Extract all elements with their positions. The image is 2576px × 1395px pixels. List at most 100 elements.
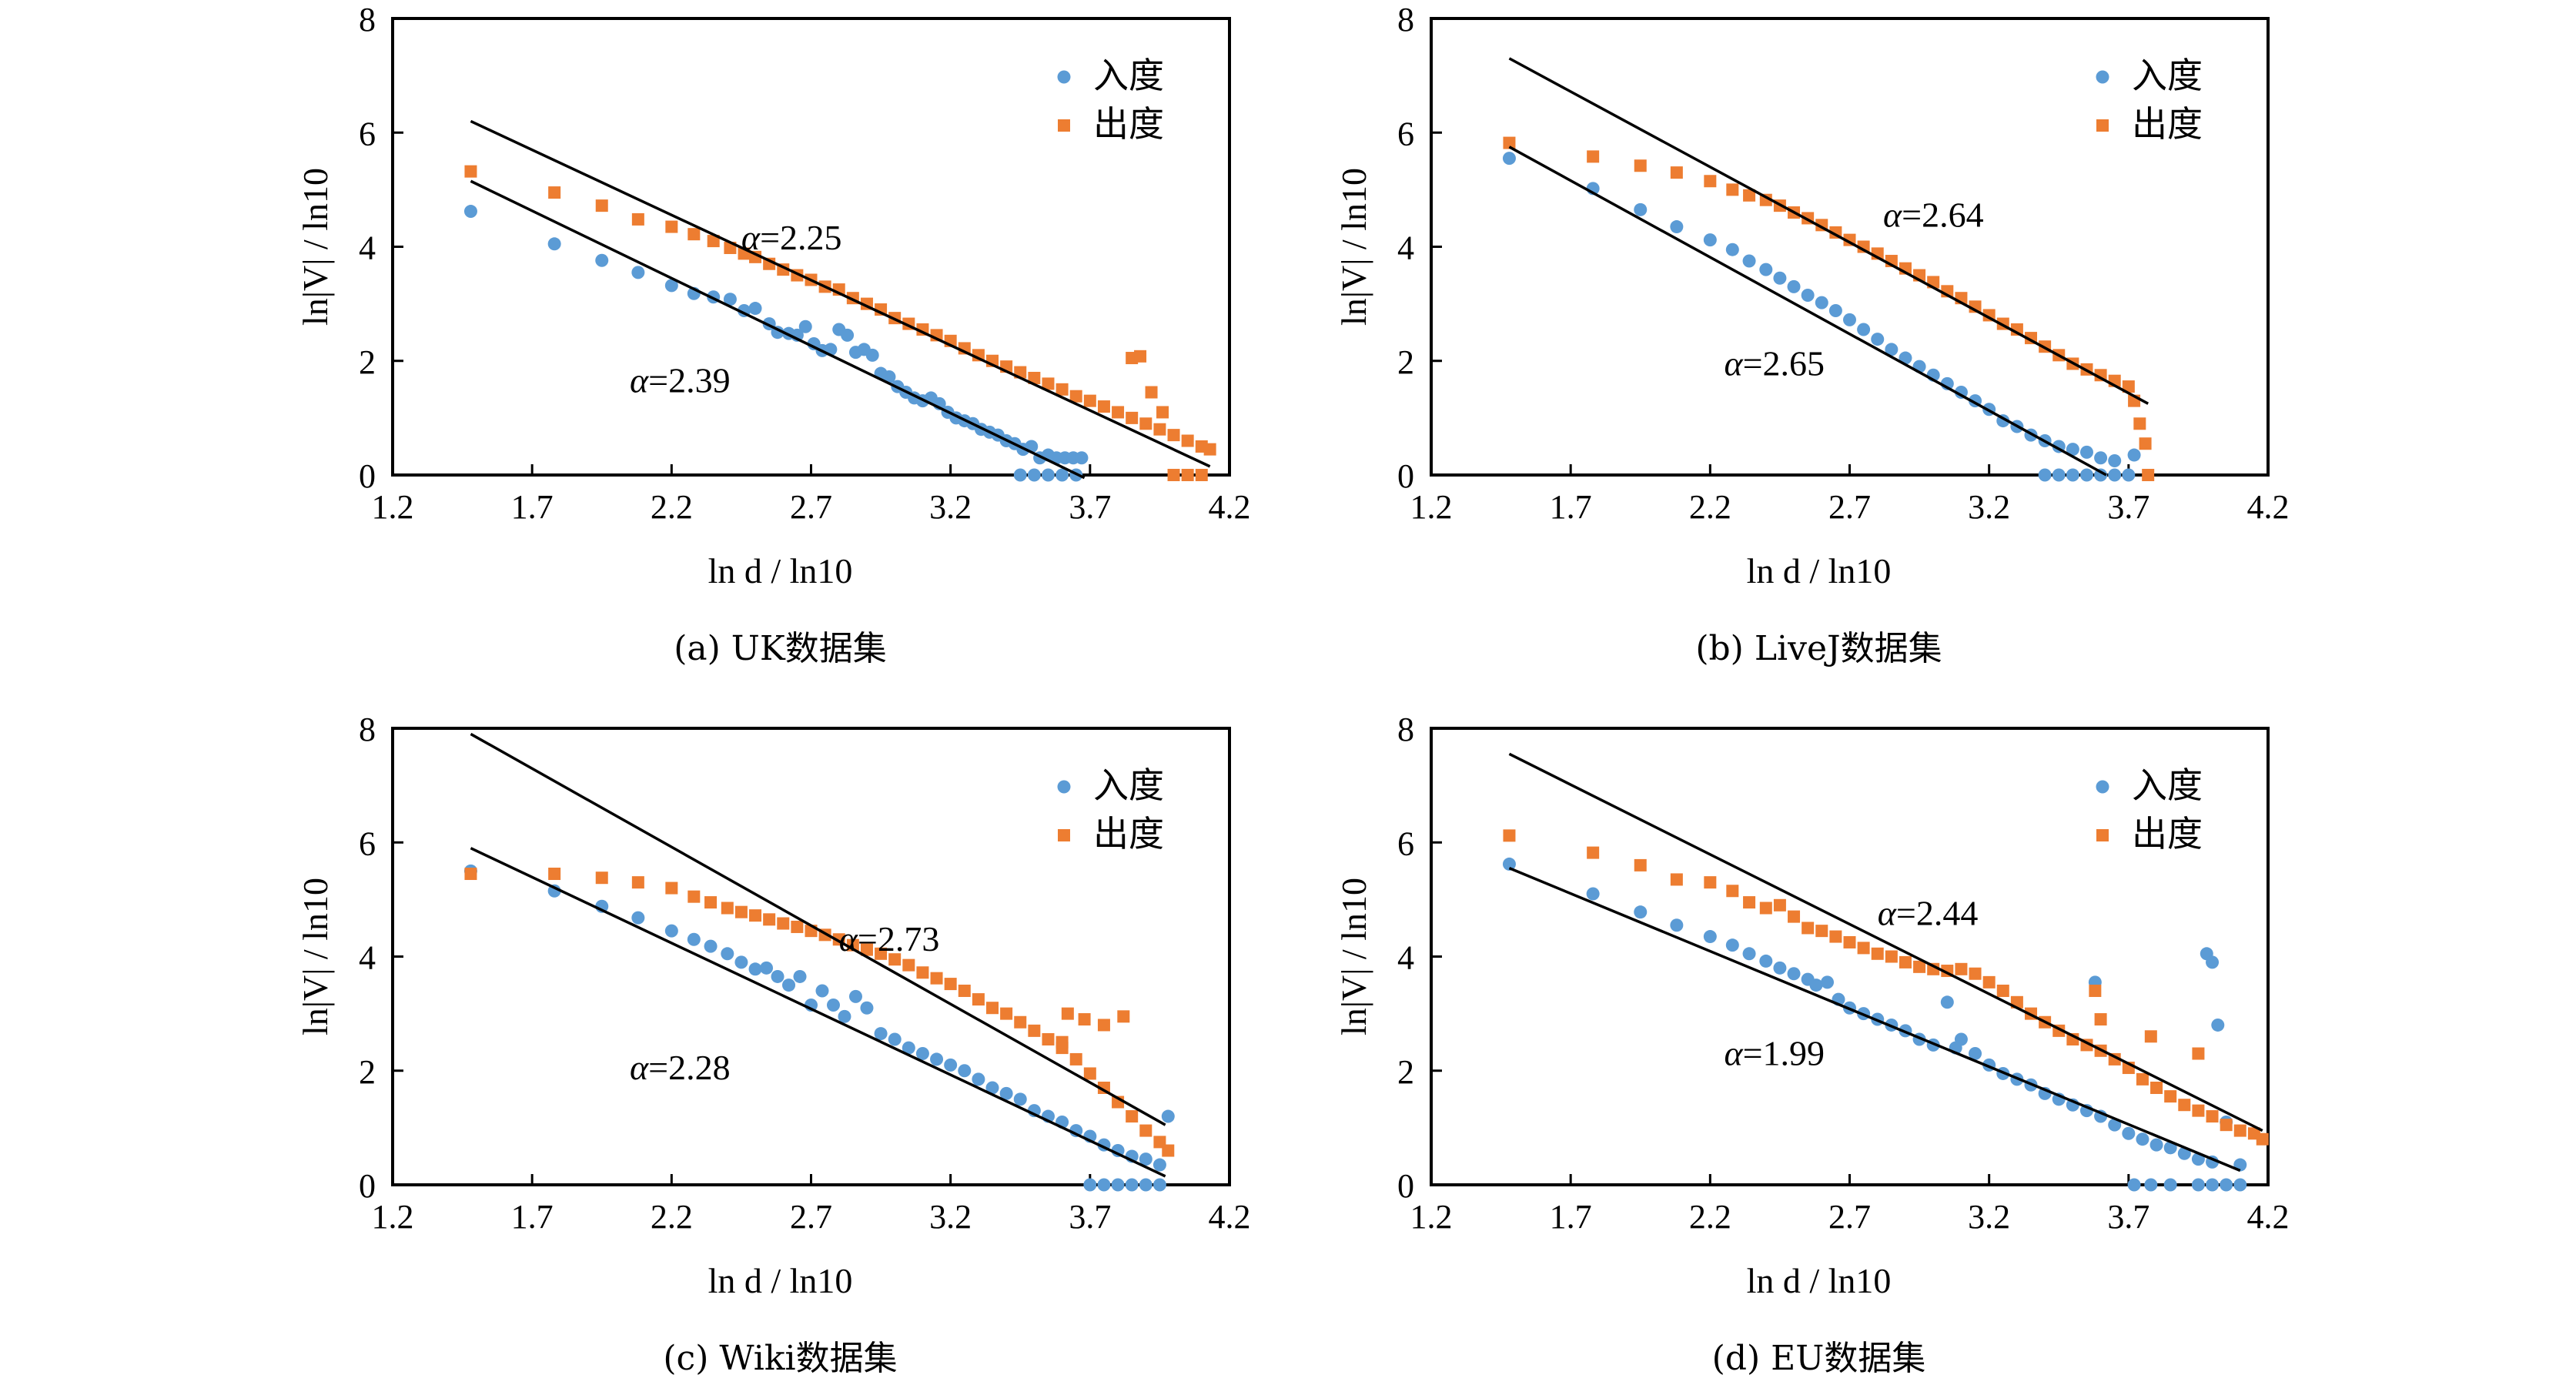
out-degree-point bbox=[1078, 1013, 1091, 1026]
out-degree-point bbox=[1871, 947, 1884, 960]
in-degree-point bbox=[1502, 152, 1516, 166]
series-in-degree bbox=[463, 864, 1175, 1192]
in-degree-point bbox=[944, 1058, 958, 1072]
out-degree-point bbox=[1969, 967, 1982, 980]
in-degree-point bbox=[1742, 947, 1756, 961]
in-degree-point bbox=[1502, 857, 1516, 871]
in-degree-point bbox=[1954, 1032, 1968, 1046]
out-degree-point bbox=[687, 890, 701, 903]
out-degree-point bbox=[2206, 1110, 2219, 1123]
fit-line-out-degree bbox=[470, 119, 1211, 468]
out-degree-point bbox=[1704, 175, 1717, 188]
in-degree-point bbox=[547, 237, 561, 251]
x-tick-label: 4.2 bbox=[2247, 1198, 2290, 1236]
out-degree-point bbox=[1726, 885, 1739, 898]
in-degree-point bbox=[882, 370, 896, 384]
in-degree-point bbox=[547, 884, 561, 898]
x-tick-label: 1.2 bbox=[1410, 488, 1453, 526]
y-tick-label: 4 bbox=[359, 939, 376, 977]
in-degree-point bbox=[1153, 1158, 1166, 1172]
out-degree-point bbox=[1055, 383, 1069, 396]
out-degree-point bbox=[930, 972, 943, 985]
x-axis-title: ln d / ln10 bbox=[708, 551, 853, 590]
series-out-degree bbox=[1503, 136, 2155, 481]
chart-panel-c: 1.2 1.7 2.2 2.7 3.2 3.7 4.2 0 2 4 6 8 ln d / ln10 ln|… bbox=[277, 710, 1309, 1395]
legend-label: 入度 bbox=[1093, 55, 1164, 96]
legend-label: 出度 bbox=[1093, 103, 1164, 145]
out-degree-point bbox=[1726, 183, 1739, 196]
in-degree-point bbox=[1161, 1109, 1175, 1123]
out-degree-point bbox=[1028, 371, 1041, 384]
out-degree-point bbox=[1117, 1010, 1130, 1023]
in-degree-point bbox=[1885, 343, 1899, 356]
out-degree-point bbox=[2192, 1104, 2205, 1117]
out-degree-point bbox=[1503, 136, 1516, 149]
fit-line-out-degree bbox=[1508, 57, 2149, 405]
series-out-degree bbox=[464, 868, 1175, 1157]
series-in-degree bbox=[1502, 152, 2141, 482]
x-tick-label: 2.7 bbox=[790, 1198, 832, 1236]
out-degree-point bbox=[1743, 896, 1756, 909]
x-tick-label: 4.2 bbox=[2247, 488, 2290, 526]
out-degree-point bbox=[1982, 975, 1996, 989]
x-tick-label: 2.2 bbox=[651, 488, 693, 526]
fit-line-out-degree bbox=[470, 732, 1166, 1126]
in-degree-point bbox=[1759, 954, 1773, 968]
in-degree-point bbox=[2206, 955, 2220, 969]
x-tick-label: 3.2 bbox=[929, 488, 972, 526]
in-degree-point bbox=[2079, 445, 2093, 459]
x-tick-label: 2.2 bbox=[1689, 488, 1731, 526]
out-degree-point bbox=[1000, 1007, 1013, 1020]
chart-svg: 1.2 1.7 2.2 2.7 3.2 3.7 4.2 0 2 4 6 8 ln d / ln10 ln|… bbox=[296, 711, 1251, 1378]
out-degree-point bbox=[972, 993, 985, 1006]
in-degree-point bbox=[1670, 918, 1684, 932]
out-degree-point bbox=[2192, 1047, 2205, 1060]
in-degree-point bbox=[826, 999, 840, 1012]
y-axis-title: ln|V| / ln10 bbox=[1334, 878, 1373, 1035]
out-degree-point bbox=[1181, 434, 1194, 447]
y-tick-label: 0 bbox=[359, 457, 376, 495]
in-degree-point bbox=[463, 205, 477, 219]
x-tick-label: 4.2 bbox=[1209, 488, 1251, 526]
y-tick-label: 2 bbox=[359, 1053, 376, 1091]
x-tick-label: 3.2 bbox=[929, 1198, 972, 1236]
in-degree-point bbox=[1725, 243, 1739, 256]
out-degree-point bbox=[1069, 390, 1082, 403]
in-degree-point bbox=[2079, 468, 2093, 482]
alpha-label-out-degree: α=2.25 bbox=[741, 218, 842, 257]
y-tick-label: 4 bbox=[1397, 229, 1414, 267]
in-degree-point bbox=[664, 924, 678, 938]
out-degree-point bbox=[1042, 1032, 1055, 1045]
out-degree-point bbox=[1014, 1015, 1027, 1029]
y-tick-label: 0 bbox=[359, 1167, 376, 1205]
y-tick-label: 8 bbox=[359, 1, 376, 38]
legend-square-icon bbox=[2096, 829, 2109, 841]
x-tick-label: 3.7 bbox=[1069, 488, 1111, 526]
fit-line-in-degree bbox=[1508, 866, 2241, 1173]
in-degree-point bbox=[2108, 1118, 2122, 1132]
out-degree-point bbox=[1139, 417, 1153, 430]
y-tick-label: 4 bbox=[359, 229, 376, 267]
legend-square-icon bbox=[2096, 119, 2109, 132]
in-degree-point bbox=[985, 1081, 999, 1095]
alpha-label-in-degree: α=2.28 bbox=[630, 1048, 731, 1087]
fit-line-in-degree bbox=[470, 179, 1086, 480]
in-degree-point bbox=[1075, 451, 1089, 465]
out-degree-point bbox=[791, 920, 804, 933]
x-axis-title: ln d / ln10 bbox=[708, 1261, 853, 1300]
out-degree-point bbox=[902, 958, 915, 972]
out-degree-point bbox=[595, 871, 608, 885]
in-degree-point bbox=[2094, 451, 2108, 465]
in-degree-point bbox=[972, 1072, 985, 1086]
in-degree-point bbox=[841, 328, 855, 342]
x-tick-label: 1.7 bbox=[511, 488, 554, 526]
in-degree-point bbox=[2122, 468, 2136, 482]
legend-square-icon bbox=[1058, 829, 1070, 841]
x-axis-title: ln d / ln10 bbox=[1747, 551, 1892, 590]
out-degree-point bbox=[665, 881, 678, 895]
out-degree-point bbox=[1899, 955, 1912, 968]
out-degree-point bbox=[2150, 1081, 2163, 1094]
in-degree-point bbox=[2094, 468, 2108, 482]
out-degree-point bbox=[1857, 240, 1870, 253]
